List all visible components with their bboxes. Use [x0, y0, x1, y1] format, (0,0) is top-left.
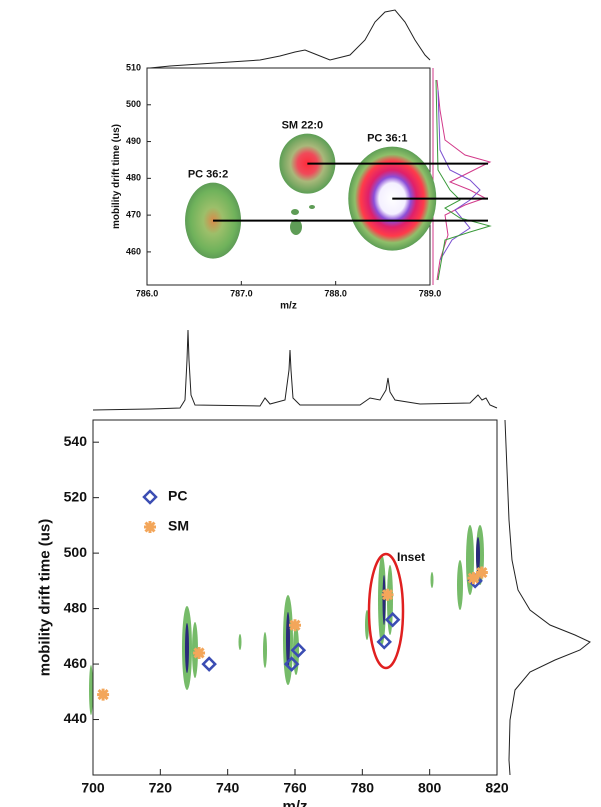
inset-top-trace [149, 9, 431, 69]
y-tick-label: 440 [64, 710, 88, 726]
x-tick-label: 800 [418, 780, 442, 796]
data-point [290, 642, 307, 658]
legend-marker [142, 489, 158, 505]
y-tick-label: 510 [126, 62, 141, 72]
y-tick-label: 470 [126, 209, 141, 219]
data-point [193, 646, 206, 659]
y-tick-label: 520 [64, 488, 88, 504]
x-axis-label: m/z [280, 300, 297, 311]
x-tick-label: 820 [485, 780, 509, 796]
main-top-trace [92, 329, 498, 411]
inset-right-trace [435, 79, 492, 281]
plot-frame [92, 419, 498, 776]
data-point [381, 588, 394, 601]
data-point [384, 611, 401, 628]
speck [290, 219, 302, 235]
x-tick-label: 760 [283, 780, 307, 796]
x-tick-label: 700 [81, 780, 105, 796]
x-axis-label: m/z [282, 798, 307, 807]
data-point [475, 566, 488, 579]
feature-label: PC 36:2 [188, 169, 228, 181]
y-tick-label: 490 [126, 136, 141, 146]
y-axis-label: mobility drift time (us) [36, 519, 53, 677]
speck [309, 205, 315, 209]
y-tick-label: 540 [64, 433, 88, 449]
annotation: Inset [397, 550, 425, 564]
x-tick-label: 720 [149, 780, 173, 796]
legend-label: SM [168, 518, 189, 534]
x-tick-label: 788.0 [324, 288, 347, 298]
data-point [283, 656, 300, 672]
inset-ellipse [367, 552, 405, 670]
inset-right-trace [436, 79, 492, 281]
legend-label: PC [168, 488, 187, 504]
y-axis-label: mobility drift time (us) [111, 124, 122, 229]
feature-label: SM 22:0 [282, 120, 324, 132]
y-tick-label: 500 [126, 99, 141, 109]
y-tick-label: 480 [126, 173, 141, 183]
speck [291, 209, 299, 215]
feature-label: PC 36:1 [367, 132, 407, 144]
feature-cores [185, 537, 480, 673]
x-tick-label: 787.0 [230, 288, 253, 298]
y-tick-label: 500 [64, 544, 88, 560]
legend-marker [144, 521, 156, 533]
data-point [201, 656, 217, 672]
data-point [97, 688, 110, 701]
data-point [467, 572, 480, 585]
y-tick-label: 460 [126, 246, 141, 256]
inset-right-trace [437, 89, 481, 261]
y-tick-label: 480 [64, 599, 88, 615]
x-tick-label: 786.0 [136, 288, 159, 298]
x-tick-label: 780 [351, 780, 375, 796]
data-point [376, 634, 392, 650]
main-right-trace [504, 419, 591, 776]
y-tick-label: 460 [64, 655, 88, 671]
x-tick-label: 740 [216, 780, 240, 796]
x-tick-label: 789.0 [419, 288, 442, 298]
data-point [289, 619, 301, 632]
